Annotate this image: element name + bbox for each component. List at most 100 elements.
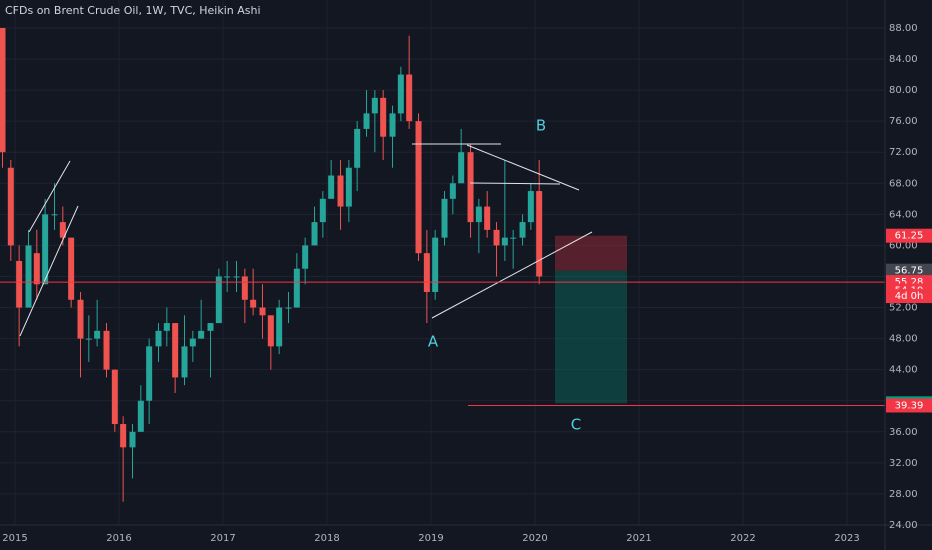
candle-body [536,191,543,277]
x-tick-label: 2016 [106,533,131,544]
annotation: B [536,117,546,135]
candle-body [250,299,257,308]
y-tick-label: 84.00 [889,54,918,65]
candle-body [198,330,205,339]
candle-body [423,253,430,293]
candle-body [415,121,422,254]
y-tick-label: 28.00 [889,489,918,500]
candle-body [172,323,179,378]
target-zone [555,270,627,404]
candle-body [181,346,188,378]
y-tick-label: 48.00 [889,334,918,345]
annotation: A [428,333,439,351]
x-tick-label: 2022 [730,533,755,544]
candle-body [475,206,482,223]
candle-body [137,400,144,432]
candle-body [111,369,118,425]
candle-body [51,214,58,216]
candle-body [207,323,214,331]
candle-body [267,315,274,347]
x-tick-label: 2020 [522,533,547,544]
countdown-box [886,289,932,304]
candle-body [276,307,283,347]
candle-body [233,276,240,278]
candle-body [345,167,352,207]
y-tick-label: 72.00 [889,147,918,158]
candle-body [510,237,517,239]
chart-title: CFDs on Brent Crude Oil, 1W, TVC, Heikin… [5,4,261,17]
price-lines [0,281,885,406]
candle-body [363,113,370,129]
candle-body [7,167,14,246]
candle-body [397,74,404,114]
y-tick-label: 36.00 [889,427,918,438]
candle-body [319,198,326,223]
candle-body [163,323,170,331]
trendline [19,205,79,337]
trendline [469,182,561,185]
candle-body [103,330,110,370]
x-tick-label: 2023 [834,533,859,544]
price-label-box [886,228,932,243]
candle-body [467,152,474,223]
candle-body [441,198,448,238]
candle-body [224,276,231,278]
candle-body [337,175,344,207]
axes: 24.0028.0032.0036.0040.0044.0048.0052.00… [2,23,932,544]
annotation: C [571,416,581,434]
y-tick-label: 44.00 [889,365,918,376]
candle-body [16,260,23,308]
x-tick-label: 2019 [418,533,443,544]
trendline [28,160,71,233]
candle-body [432,237,439,293]
y-tick-label: 64.00 [889,209,918,220]
price-label-box [886,398,932,413]
candle-body [0,27,6,153]
candle-body [285,307,292,309]
y-tick-label: 88.00 [889,23,918,34]
candle-body [241,276,248,300]
y-tick-label: 24.00 [889,520,918,531]
y-tick-label: 52.00 [889,303,918,314]
candle-body [120,424,127,448]
candles [0,27,543,502]
candle-body [458,152,465,184]
y-tick-label: 68.00 [889,178,918,189]
candle-body [146,346,153,401]
price-label: 39.39 [895,400,924,411]
candle-body [501,237,508,246]
candle-body [311,222,318,246]
candle-body [129,431,136,448]
stop-zone [555,235,627,271]
countdown: 4d 0h [895,291,924,302]
position-tool [555,235,627,404]
candle-body [68,237,75,300]
y-tick-label: 80.00 [889,85,918,96]
candle-body [302,245,309,269]
candle-body [25,245,32,308]
candle-body [519,222,526,238]
price-label: 56.75 [895,266,924,277]
trendline [431,231,593,319]
x-tick-label: 2021 [626,533,651,544]
x-tick-label: 2017 [210,533,235,544]
candle-body [484,206,491,230]
candle-body [33,253,40,285]
candle-body [59,222,66,238]
candle-body [527,191,534,223]
trendlines [19,143,593,337]
candle-body [449,183,456,199]
y-tick-label: 32.00 [889,458,918,469]
y-tick-label: 60.00 [889,240,918,251]
x-tick-label: 2018 [314,533,339,544]
candle-body [155,330,162,347]
candle-body [77,299,84,339]
candle-body [328,175,335,199]
price-label: 61.25 [895,231,924,242]
candle-body [42,214,49,285]
candle-body [94,330,101,339]
candle-body [85,338,92,340]
trendline [466,144,580,191]
